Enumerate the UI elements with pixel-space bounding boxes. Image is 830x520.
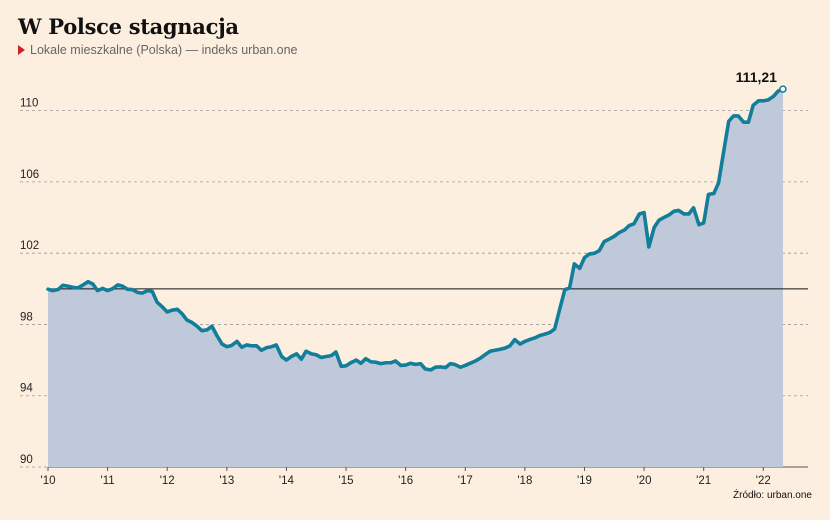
x-tick-label: '19 — [577, 475, 592, 487]
x-tick-label: '10 — [41, 475, 56, 487]
x-tick-label: '11 — [101, 475, 115, 487]
area-layer — [48, 89, 783, 467]
chart-title: W Polsce stagnacja — [18, 14, 239, 39]
y-tick-label: 110 — [20, 98, 38, 110]
y-tick-label: 98 — [20, 311, 33, 323]
area-fill — [48, 89, 783, 467]
last-point-marker — [779, 85, 787, 93]
label-layer: 111,21 — [736, 69, 787, 93]
y-tick-label: 106 — [20, 169, 39, 181]
chart-subtitle: Lokale mieszkalne (Polska) — indeks urba… — [18, 43, 298, 57]
x-tick-label: '13 — [219, 475, 234, 487]
y-tick-label: 90 — [20, 454, 33, 466]
x-tick-label: '17 — [458, 475, 473, 487]
x-tick-label: '21 — [696, 475, 711, 487]
source-note: Źródło: urban.one — [733, 490, 812, 501]
x-tick-label: '14 — [279, 475, 295, 487]
y-tick-label: 94 — [20, 383, 33, 395]
x-tick-label: '22 — [756, 475, 771, 487]
x-tick-label: '15 — [339, 475, 354, 487]
triangle-marker-icon — [18, 45, 25, 55]
x-tick-label: '16 — [398, 475, 413, 487]
x-tick-label: '18 — [517, 475, 532, 487]
series-line — [46, 87, 785, 372]
x-tick-label: '12 — [160, 475, 175, 487]
last-value-label: 111,21 — [736, 69, 777, 85]
subtitle-text: Lokale mieszkalne (Polska) — indeks urba… — [30, 43, 298, 57]
x-tick-label: '20 — [637, 475, 652, 487]
y-tick-label: 102 — [20, 240, 39, 252]
line-layer — [46, 87, 808, 372]
